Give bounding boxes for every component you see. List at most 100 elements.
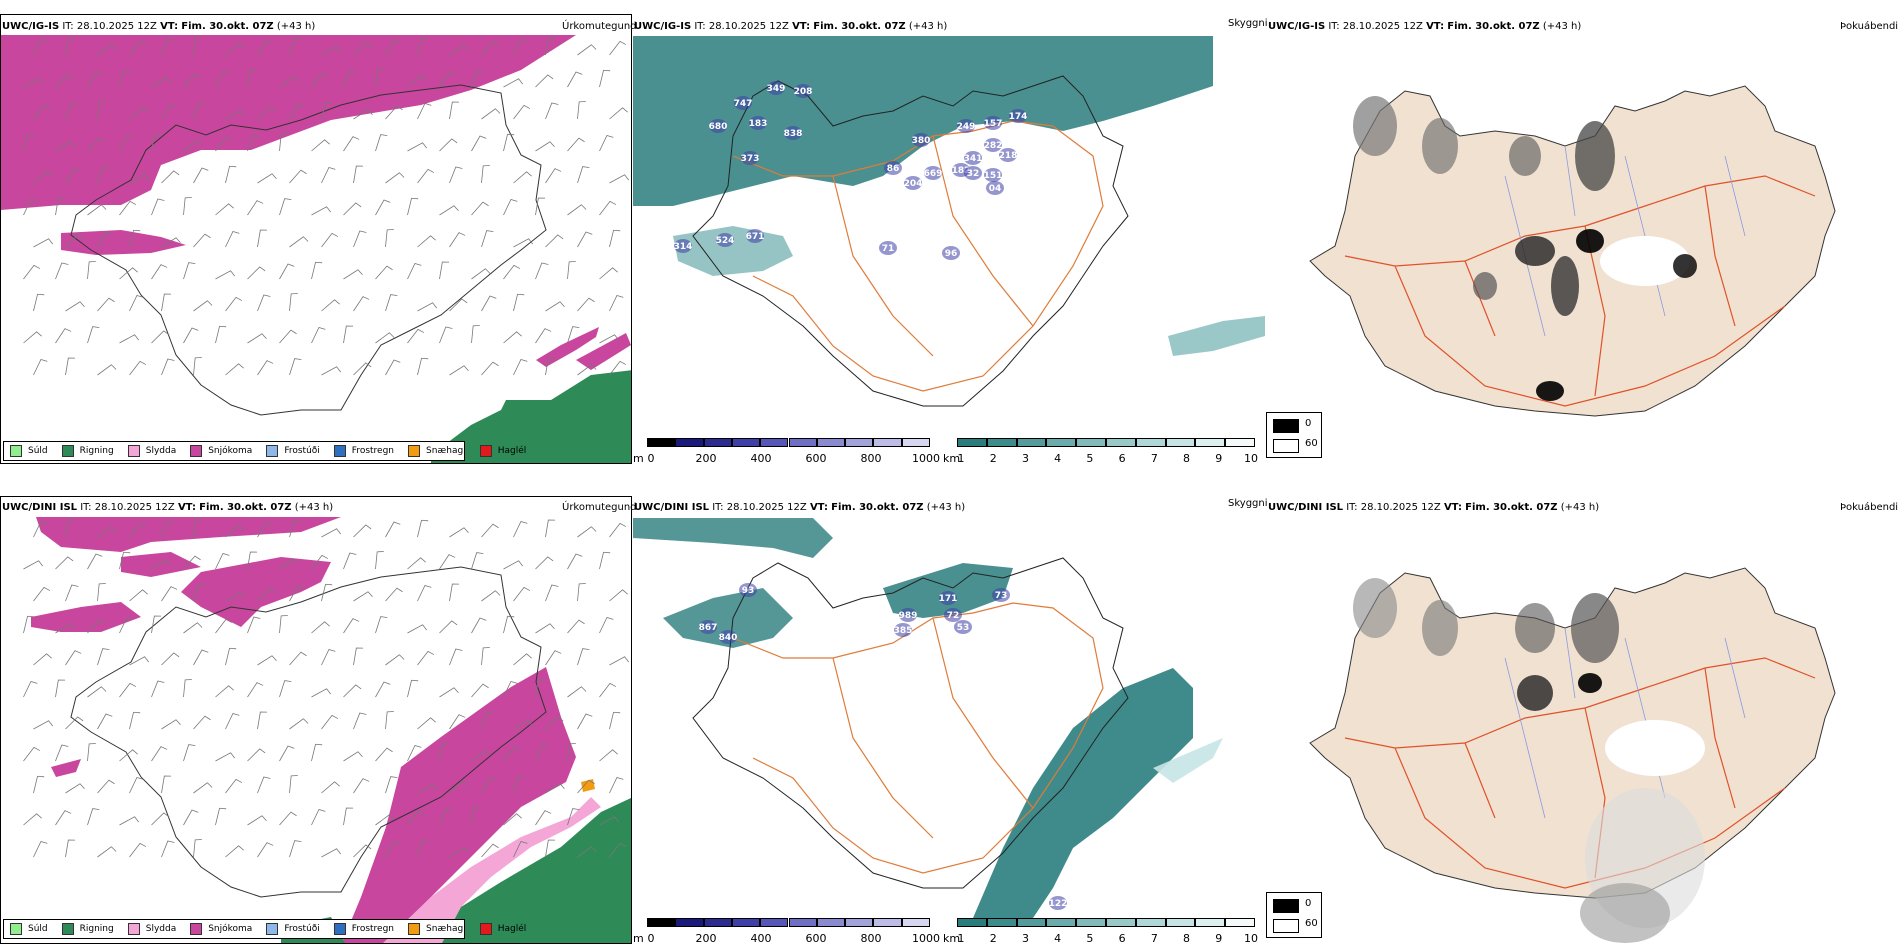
wind-barb (97, 364, 117, 376)
wind-barb (513, 840, 528, 858)
wind-barb (193, 102, 206, 120)
wind-barb (193, 233, 211, 248)
low-cloud-area (1049, 896, 1067, 910)
colorbar-segment (731, 438, 761, 447)
low-cloud-area (746, 229, 764, 243)
row1-header-mid: UWC/IG-IS IT: 28.10.2025 12Z VT: Fim. 30… (634, 21, 948, 32)
wind-barb (609, 711, 621, 730)
wind-barb (577, 779, 595, 794)
fog-legend-swatch (1273, 899, 1299, 913)
colorbar-segment (760, 438, 789, 447)
wind-barb (577, 297, 595, 312)
wind-barb (375, 616, 388, 634)
wind-barb (129, 656, 150, 666)
wind-barb (471, 552, 484, 570)
wind-barb (343, 70, 357, 88)
wind-barb (247, 333, 267, 344)
wind-barb (87, 553, 103, 570)
legend-label: Snjókoma (208, 446, 253, 456)
wind-barb (33, 171, 52, 184)
colorbar-segment (675, 438, 704, 447)
wind-barb (417, 717, 436, 730)
colorbar-segment (1076, 918, 1106, 927)
cloud-base-value: 32 (967, 169, 980, 179)
colorbar-tick: 800 (860, 452, 882, 465)
wind-barb (87, 261, 96, 280)
wind-barb (567, 553, 583, 570)
fog-legend-swatch (1273, 919, 1299, 933)
wind-barb (247, 815, 267, 826)
colorbar-tick: 1 (957, 932, 965, 945)
legend-label: Slydda (145, 446, 177, 456)
wind-barb (567, 137, 585, 152)
wind-barb (577, 364, 597, 376)
wind-barb (471, 617, 487, 634)
legend-item: Slydda (127, 445, 177, 457)
colorbar-unit: km (943, 932, 961, 945)
cloud-base-value: 93 (742, 586, 755, 596)
wind-barb (353, 296, 370, 312)
low-cloud-area (767, 81, 785, 95)
wind-barb (289, 358, 302, 376)
wind-barb (577, 846, 597, 858)
wind-barb (55, 623, 75, 634)
fog-legend-swatch (1273, 419, 1299, 433)
wind-barb (503, 560, 524, 570)
wind-barb (599, 749, 618, 762)
colorbar-segment (957, 918, 987, 927)
low-cloud-area (741, 151, 759, 165)
wind-barb (65, 168, 82, 184)
wind-barb (599, 69, 611, 88)
wind-barb (161, 652, 180, 666)
wind-barb (449, 847, 469, 858)
wind-barb (545, 102, 559, 120)
wind-barb (87, 743, 96, 762)
wind-barb (599, 334, 620, 344)
precip-type-map-row1 (1, 35, 631, 463)
fog-area (1353, 578, 1397, 638)
wind-barb (279, 329, 297, 344)
low-cloud-area (992, 588, 1010, 602)
colorbar-tick: 3 (1021, 932, 1029, 945)
iceland-outline (692, 75, 1129, 407)
wind-barb (289, 38, 302, 56)
wind-barb (65, 102, 79, 120)
wind-barb (513, 775, 525, 794)
low-cloud-area (794, 84, 812, 98)
legend-label: Snæhagl (426, 446, 466, 456)
cloud-base-value: 72 (947, 611, 960, 621)
cloud-base-value: 349 (767, 84, 786, 94)
wind-barb (55, 141, 75, 152)
colorbar-tick: 4 (1054, 932, 1062, 945)
wind-barb (193, 839, 202, 858)
wind-barb (183, 327, 199, 344)
wind-barb (343, 136, 360, 152)
wind-barb (535, 744, 549, 762)
colorbar-segment (647, 438, 676, 447)
wind-barb (385, 105, 403, 120)
wind-barb (311, 72, 329, 88)
wind-barb (87, 686, 107, 698)
wind-barb (151, 330, 170, 344)
wind-barb (215, 325, 227, 344)
wind-barb (119, 134, 134, 152)
wind-barb (183, 262, 196, 280)
wind-barb (375, 681, 391, 698)
cloud-base-value: 989 (899, 611, 918, 621)
wind-barb (407, 262, 422, 280)
wind-barb (97, 846, 117, 858)
wind-barb (87, 808, 100, 826)
wind-barb (321, 583, 333, 602)
colorbar-segment (703, 438, 732, 447)
low-cloud-area (904, 176, 922, 190)
wind-barb (449, 714, 466, 730)
wind-barb (567, 686, 587, 698)
fog-area (1600, 236, 1690, 286)
wind-barb (375, 199, 391, 216)
wind-barb (375, 747, 393, 762)
wind-barb (439, 72, 456, 88)
colorbar-segment (675, 918, 704, 927)
wind-barb (577, 583, 586, 602)
wind-barb (471, 683, 489, 698)
